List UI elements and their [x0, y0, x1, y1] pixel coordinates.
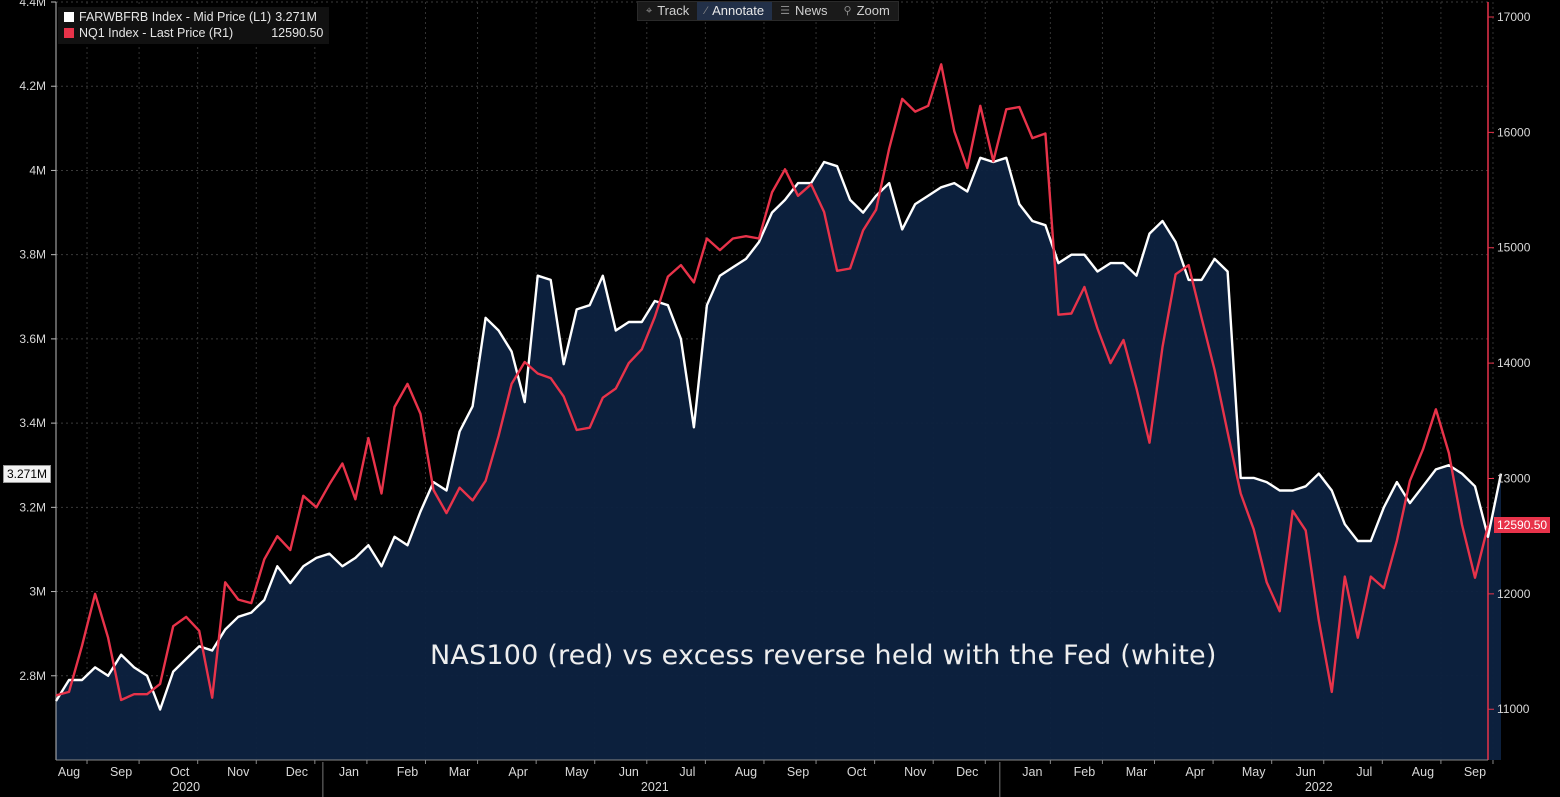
month-tick-label: Sep [787, 765, 809, 779]
month-tick-label: Aug [1412, 765, 1434, 779]
crosshair-icon: ⌖ [646, 5, 653, 17]
year-tick-label: 2021 [641, 780, 669, 794]
month-tick-label: Sep [1464, 765, 1486, 779]
news-icon: ☰ [780, 5, 790, 17]
legend-series2-label: NQ1 Index - Last Price (R1) [79, 26, 234, 40]
chart-series-lines [54, 63, 1503, 711]
magnifier-icon: ⚲ [843, 5, 852, 17]
news-label: News [795, 3, 828, 18]
month-tick-label: Jul [679, 765, 695, 779]
month-tick-label: Mar [1126, 765, 1148, 779]
legend-swatch-red [64, 28, 74, 38]
month-tick-label: Oct [847, 765, 867, 779]
month-tick-label: May [1242, 765, 1266, 779]
right-tick-label: 11000 [1497, 702, 1530, 716]
chart-area-fill [56, 157, 1501, 761]
month-tick-label: May [565, 765, 589, 779]
left-tick-label: 2.8M [19, 669, 46, 683]
month-tick-label: Nov [904, 765, 927, 779]
month-tick-label: Aug [58, 765, 80, 779]
series2-line [55, 63, 1490, 702]
legend-swatch-white [64, 12, 74, 22]
month-tick-label: Jan [339, 765, 359, 779]
track-button[interactable]: ⌖ Track [638, 2, 697, 20]
month-tick-label: Mar [449, 765, 471, 779]
month-tick-label: Jun [1296, 765, 1316, 779]
series1-area [56, 157, 1501, 761]
chart-legend: FARWBFRB Index - Mid Price (L1) 3.271M N… [58, 7, 330, 44]
chart-annotation-text[interactable]: NAS100 (red) vs excess reverse held with… [430, 640, 1217, 671]
left-tick-label: 3.6M [19, 332, 46, 346]
right-tick-label: 12000 [1497, 587, 1531, 601]
zoom-button[interactable]: ⚲ Zoom [836, 2, 898, 20]
legend-series1-label: FARWBFRB Index - Mid Price (L1) [79, 10, 272, 24]
left-tick-label: 4.2M [19, 79, 46, 93]
left-tick-label: 3.8M [19, 248, 46, 262]
last-value-right-badge: 12590.50 [1494, 516, 1551, 533]
annotate-button[interactable]: ⁄ Annotate [697, 2, 773, 20]
month-tick-label: Sep [110, 765, 132, 779]
legend-entry-series1[interactable]: FARWBFRB Index - Mid Price (L1) 3.271M [64, 9, 323, 25]
left-tick-label: 3.2M [19, 500, 46, 514]
month-tick-label: Jun [619, 765, 639, 779]
month-tick-label: Oct [170, 765, 190, 779]
last-value-left-badge: 3.271M [3, 464, 52, 483]
chart-tick-labels: 2.8M 3M 3.2M 3.4M 3.6M 3.8M 4M 4.2M 4.4M 11000 120… [19, 0, 1530, 794]
month-tick-label: Dec [286, 765, 308, 779]
news-button[interactable]: ☰ News [772, 2, 835, 20]
right-tick-label: 14000 [1497, 356, 1531, 370]
track-label: Track [657, 3, 690, 18]
month-tick-label: Feb [1074, 765, 1096, 779]
month-tick-label: Jan [1022, 765, 1042, 779]
chart-axes [55, 2, 1489, 797]
chart-toolbar: ⌖ Track ⁄ Annotate ☰ News ⚲ Zoom [637, 1, 899, 21]
month-tick-label: Apr [508, 765, 527, 779]
legend-series2-value: 12590.50 [271, 26, 324, 40]
year-tick-label: 2020 [172, 780, 200, 794]
right-tick-label: 13000 [1497, 471, 1531, 485]
month-tick-label: Nov [227, 765, 250, 779]
left-tick-label: 3M [29, 585, 46, 599]
annotate-label: Annotate [712, 3, 765, 18]
left-tick-label: 4M [29, 163, 46, 177]
month-tick-label: Feb [397, 765, 419, 779]
legend-series1-value: 3.271M [275, 10, 317, 24]
series1-line [54, 156, 1503, 711]
month-tick-label: Aug [735, 765, 757, 779]
right-tick-label: 17000 [1497, 10, 1531, 24]
pencil-icon: ⁄ [705, 5, 708, 17]
left-tick-label: 3.4M [19, 416, 46, 430]
right-tick-label: 16000 [1497, 125, 1531, 139]
right-tick-label: 15000 [1497, 241, 1531, 255]
year-tick-label: 2022 [1305, 780, 1333, 794]
month-tick-label: Apr [1185, 765, 1204, 779]
month-tick-label: Jul [1356, 765, 1372, 779]
left-tick-label: 4.4M [19, 0, 46, 9]
month-tick-label: Dec [956, 765, 978, 779]
legend-entry-series2[interactable]: NQ1 Index - Last Price (R1) 12590.50 [64, 25, 323, 41]
zoom-label: Zoom [856, 3, 890, 18]
